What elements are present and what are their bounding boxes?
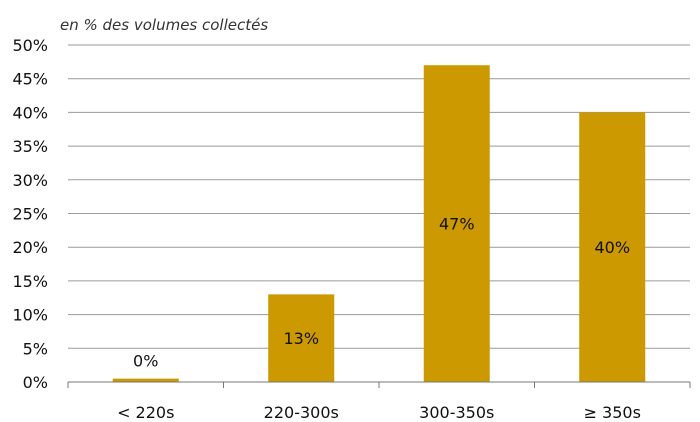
bar: [423, 65, 490, 382]
axes: [67, 381, 691, 388]
data-label: 0%: [133, 352, 158, 371]
y-tick-label: 25%: [12, 205, 48, 224]
y-tick-label: 20%: [12, 238, 48, 257]
data-label: 40%: [594, 238, 630, 257]
x-tick-label: 220-300s: [264, 403, 339, 422]
labels: 0% 5% 10% 15% 20% 25% 30% 35% 40% 45% 50% 0% < 220s 1…: [12, 36, 641, 422]
y-tick-label: 10%: [12, 306, 48, 325]
chart-subtitle: en % des volumes collectés: [60, 16, 268, 34]
y-tick-label: 0%: [23, 373, 48, 392]
y-tick-label: 45%: [12, 70, 48, 89]
gridlines: [68, 44, 690, 349]
data-label: 47%: [439, 215, 475, 234]
bar: [579, 112, 646, 383]
bar: [268, 294, 335, 382]
y-tick-label: 35%: [12, 137, 48, 156]
y-tick-label: 30%: [12, 171, 48, 190]
x-tick-label: 300-350s: [419, 403, 494, 422]
data-label: 13%: [283, 329, 319, 348]
bars: [112, 65, 646, 383]
y-tick-label: 40%: [12, 103, 48, 122]
x-tick-label: < 220s: [117, 403, 174, 422]
x-tick-label: ≥ 350s: [584, 403, 641, 422]
bar: [112, 378, 179, 382]
y-tick-label: 5%: [23, 339, 48, 358]
y-tick-label: 15%: [12, 272, 48, 291]
y-tick-label: 50%: [12, 36, 48, 55]
